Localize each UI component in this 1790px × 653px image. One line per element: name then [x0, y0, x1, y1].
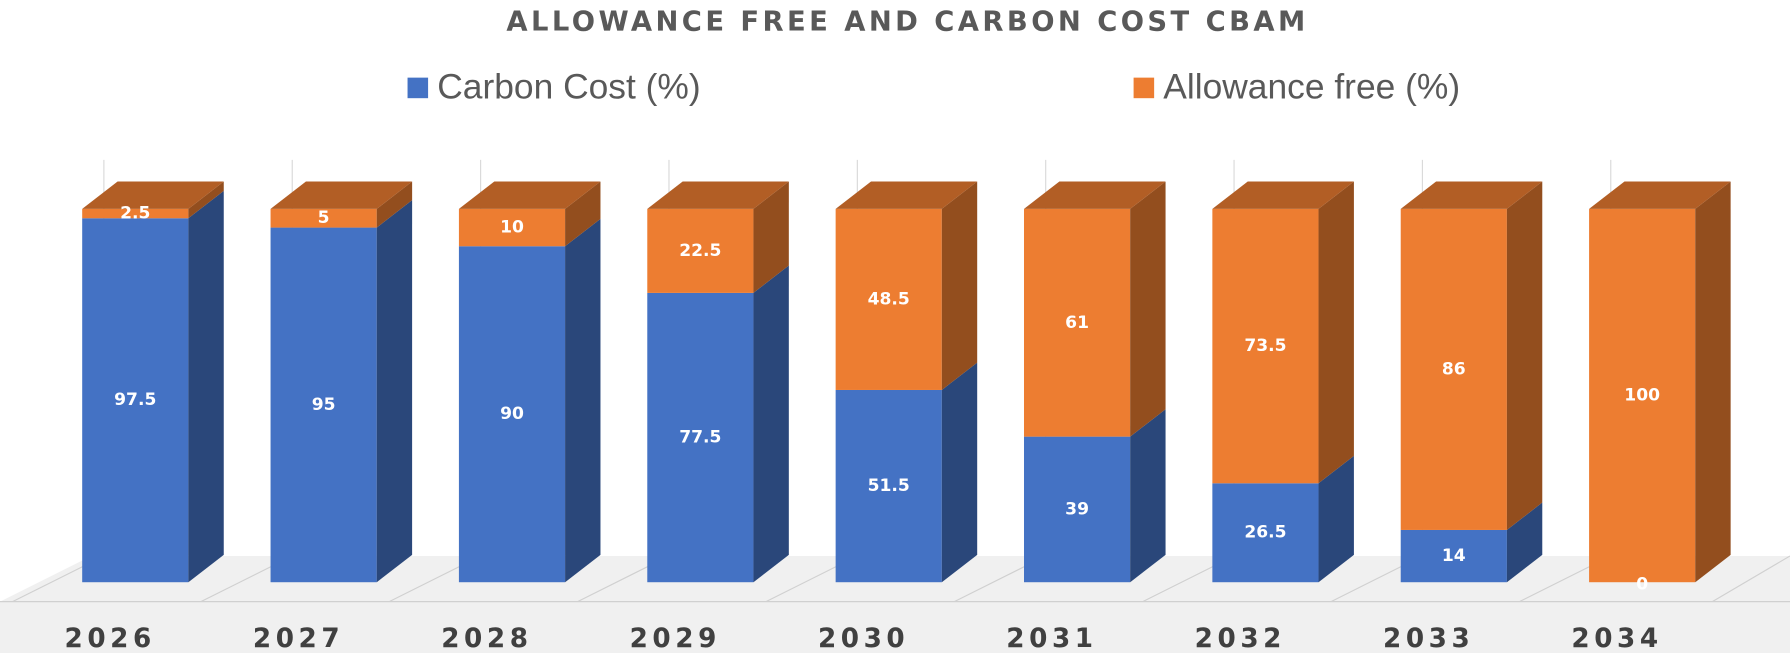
- bar-side: [1318, 181, 1354, 484]
- x-tick-label: 2027: [253, 624, 344, 653]
- bar-top: [835, 181, 978, 209]
- data-label: 22.5: [679, 241, 721, 261]
- bar-segment: [1400, 529, 1507, 583]
- bar-segment: [835, 389, 942, 583]
- legend: Carbon Cost (%) Allowance free (%): [407, 67, 1460, 106]
- data-label: 14: [1442, 546, 1466, 566]
- bar-segment: [647, 292, 754, 583]
- bar-segment: [270, 227, 377, 583]
- bar-side: [1506, 181, 1543, 530]
- bar-side: [1130, 409, 1166, 583]
- x-tick-label: 2029: [630, 624, 721, 653]
- bar-segment: [1400, 208, 1507, 530]
- data-label: 5: [318, 208, 330, 228]
- bar-side: [1130, 181, 1166, 437]
- legend-swatch: [1133, 77, 1155, 99]
- bar-segment: [458, 246, 566, 583]
- floor-line: [1712, 555, 1790, 603]
- bar-top: [458, 181, 601, 209]
- bar-side: [376, 181, 413, 228]
- bar-side: [1695, 181, 1731, 583]
- bar-segment: [835, 208, 942, 390]
- data-label: 100: [1624, 386, 1660, 406]
- x-tick-label: 2026: [64, 624, 155, 653]
- x-tick-label: 2030: [818, 624, 909, 653]
- bar-top: [1589, 181, 1731, 209]
- legend-swatch: [407, 77, 429, 99]
- data-label: 90: [500, 404, 524, 424]
- legend-label: Carbon Cost (%): [437, 67, 700, 106]
- bar-side: [188, 190, 224, 583]
- data-label: 61: [1065, 313, 1089, 333]
- data-label: 97.5: [114, 390, 156, 410]
- data-label: 51.5: [868, 476, 910, 496]
- bar-segment: [270, 208, 377, 228]
- x-tick-label: 2028: [441, 624, 532, 653]
- bar-top: [1400, 181, 1543, 209]
- data-label: 86: [1442, 359, 1466, 379]
- bar-segment: [1212, 483, 1319, 583]
- bar-segment: [1023, 208, 1131, 437]
- bar-side: [753, 181, 789, 293]
- data-label: 95: [312, 395, 336, 415]
- bar-side: [565, 218, 601, 583]
- x-tick-label: 2033: [1383, 624, 1474, 653]
- bar-side: [565, 181, 601, 247]
- bar-top: [270, 181, 413, 209]
- legend-label: Allowance free (%): [1163, 67, 1460, 106]
- chart-title: ALLOWANCE FREE AND CARBON COST CBAM: [506, 6, 1308, 37]
- bar-top: [1023, 181, 1166, 209]
- bar-side: [941, 181, 978, 390]
- bar-segment: [82, 208, 189, 219]
- bar-segment: [82, 218, 189, 583]
- data-label: 73.5: [1244, 336, 1286, 356]
- x-tick-label: 2031: [1006, 624, 1097, 653]
- bar-segment: [1589, 208, 1696, 583]
- bar-top: [1212, 181, 1354, 209]
- bar-segment: [1212, 208, 1319, 484]
- bar-side: [188, 181, 224, 219]
- bar-segment: [1023, 436, 1131, 583]
- data-label: 0: [1636, 574, 1648, 594]
- bar-segment: [647, 208, 754, 293]
- bar-side: [376, 200, 413, 583]
- plot: 97.5 2.5 2026 95 5 2027 90 10 2028 77.5 22.5 2029 51…: [64, 181, 1731, 653]
- bar-side: [753, 265, 789, 583]
- bar-top: [82, 181, 224, 209]
- floor: [0, 555, 1790, 653]
- bar-side: [1506, 502, 1543, 583]
- x-tick-label: 2032: [1195, 624, 1286, 653]
- data-label: 77.5: [679, 428, 721, 448]
- data-label: 10: [500, 218, 524, 238]
- bar-side: [941, 362, 978, 583]
- data-label: 39: [1065, 499, 1089, 519]
- data-label: 2.5: [120, 204, 150, 224]
- bar-segment: [458, 208, 566, 247]
- data-label: 26.5: [1244, 523, 1286, 543]
- bar-top: [647, 181, 789, 209]
- bar-side: [1318, 455, 1354, 583]
- x-tick-label: 2034: [1571, 624, 1662, 653]
- data-label: 48.5: [868, 289, 910, 309]
